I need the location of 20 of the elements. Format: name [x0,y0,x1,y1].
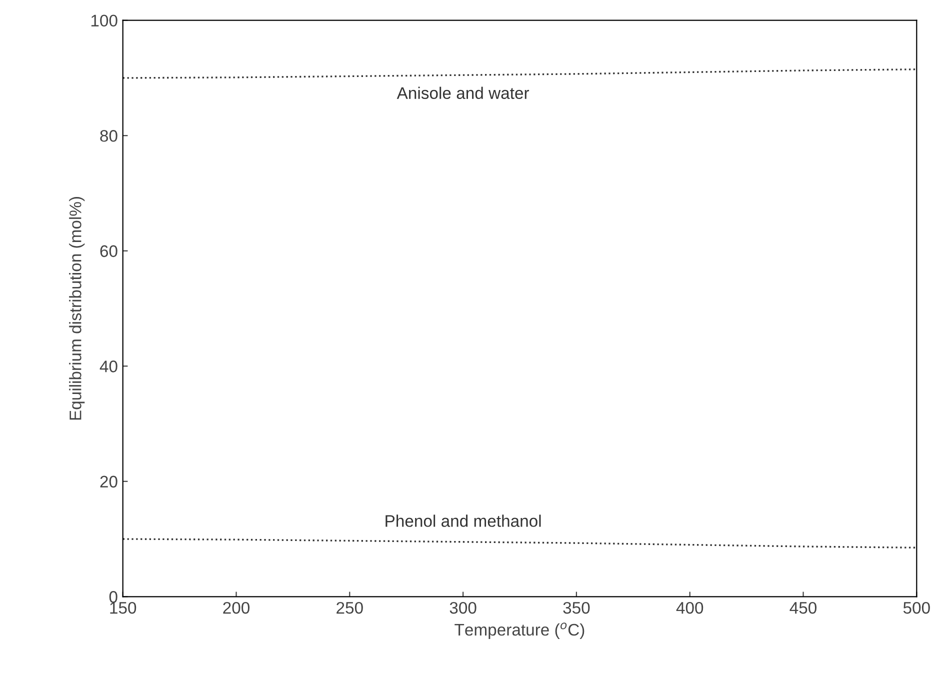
y-tick-label: 40 [100,360,118,372]
y-tick-label: 80 [100,130,118,142]
x-tick-label: 200 [223,602,250,614]
x-tick-label: 300 [450,602,476,614]
line-series [122,68,917,79]
x-tick-label: 150 [110,602,136,614]
y-tick-label: 60 [100,245,118,258]
y-tick-label: 0 [109,591,118,603]
line-series [122,538,917,548]
x-tick-label: 250 [336,602,363,614]
series-label: Anisole and water [396,86,530,100]
x-tick-label: 350 [563,602,590,614]
x-tick-label: 450 [790,602,817,614]
x-tick-label: 400 [676,602,704,614]
x-tick-label: 500 [903,602,930,614]
y-tick-label: 100 [91,14,118,27]
series-label: Phenol and methanol [386,514,541,527]
y-axis-title: Equilibrium distribution (mol%) [69,196,85,420]
x-axis-title: Temperature ($^{o}$C) [454,622,584,639]
y-tick-label: 20 [100,476,118,488]
